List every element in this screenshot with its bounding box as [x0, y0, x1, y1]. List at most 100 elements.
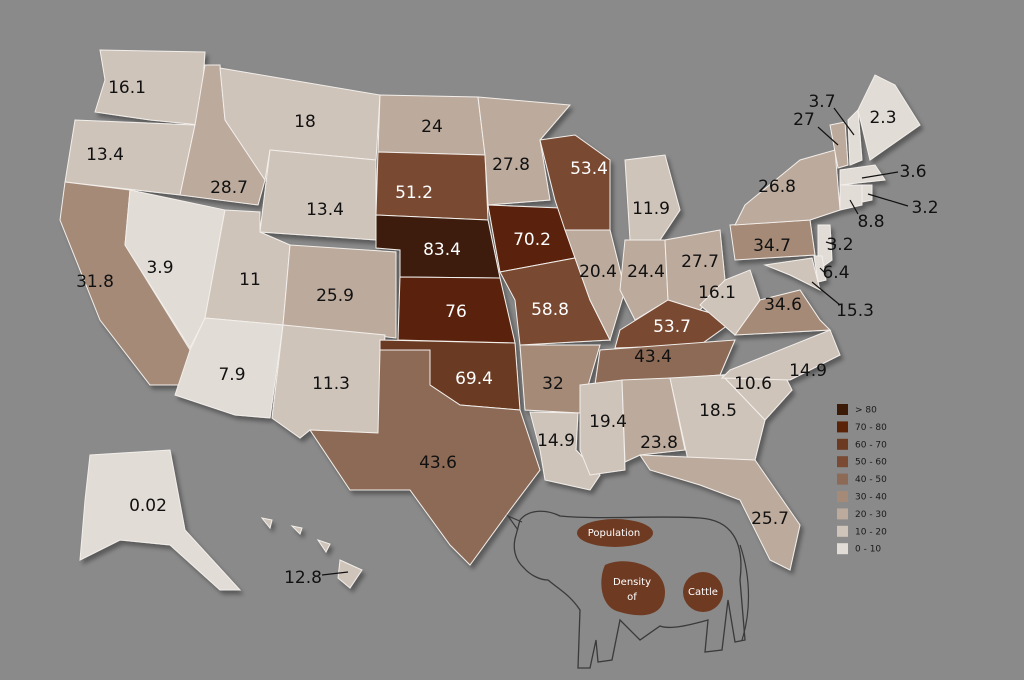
legend-swatch [837, 438, 848, 450]
legend-label: > 80 [855, 406, 877, 416]
state-value: 69.4 [455, 369, 493, 389]
title-text: Population [588, 528, 641, 539]
state-value: 15.3 [836, 301, 874, 321]
state-value: 34.7 [753, 236, 791, 256]
leader-line [819, 267, 825, 273]
state-value: 8.8 [857, 212, 884, 232]
state-value: 11.9 [632, 199, 670, 219]
blob [577, 519, 653, 547]
state-value: 0.02 [129, 496, 167, 516]
state-value: 53.4 [570, 159, 608, 179]
leader-line [811, 281, 841, 306]
state [839, 164, 886, 186]
state-value: 27 [793, 110, 815, 130]
leader-line [825, 241, 837, 246]
legend-label: 20 - 30 [855, 510, 887, 520]
leader-line [849, 199, 859, 215]
legend-label: 40 - 50 [855, 475, 887, 485]
state-value: 34.6 [764, 295, 802, 315]
state [857, 74, 921, 161]
state-value: 3.2 [911, 198, 938, 218]
state-value: 32 [542, 374, 564, 394]
state-value: 43.4 [634, 347, 672, 367]
title-text: Density [613, 577, 651, 588]
state [282, 244, 397, 339]
state-value: 28.7 [210, 178, 248, 198]
legend-swatch [837, 543, 848, 555]
state-value: 24.4 [627, 262, 665, 282]
state-value: 24 [421, 117, 443, 137]
state [829, 121, 849, 169]
state-value: 19.4 [589, 412, 627, 432]
state [337, 559, 363, 589]
state-value: 3.7 [808, 92, 835, 112]
cow-outline [513, 510, 746, 669]
state-value: 25.9 [316, 286, 354, 306]
state-value: 13.4 [86, 145, 124, 165]
state-value: 2.3 [869, 108, 896, 128]
state-value: 11.3 [312, 374, 350, 394]
legend-swatch [837, 508, 848, 520]
cow: Population Density of Cattle [506, 510, 750, 669]
legend-swatch [837, 473, 848, 485]
state-value: 7.9 [218, 365, 245, 385]
blob [683, 572, 723, 612]
state-value: 3.9 [146, 258, 173, 278]
state-value: 70.2 [513, 230, 551, 250]
legend-label: 30 - 40 [855, 493, 887, 503]
state-value: 23.8 [640, 433, 678, 453]
state-value: 51.2 [395, 183, 433, 203]
state [79, 449, 242, 591]
cow-ear [506, 514, 523, 531]
state-value: 13.4 [306, 200, 344, 220]
state [64, 119, 196, 196]
state [763, 257, 821, 291]
legend-swatch [837, 456, 848, 468]
state-value: 6.4 [822, 263, 849, 283]
leader-line [867, 193, 909, 207]
states [59, 49, 921, 591]
state-value: 20.4 [579, 262, 617, 282]
state-value: 27.7 [681, 252, 719, 272]
state [624, 154, 681, 241]
legend-label: 60 - 70 [855, 440, 887, 450]
state-value: 31.8 [76, 272, 114, 292]
state-value: 83.4 [423, 240, 461, 260]
state-value: 18 [294, 112, 316, 132]
state [290, 525, 303, 535]
state [259, 149, 377, 241]
cow-tail [739, 544, 750, 641]
state-value: 3.6 [899, 162, 926, 182]
state [699, 269, 761, 336]
title-text: of [627, 592, 637, 603]
legend-label: 10 - 20 [855, 527, 887, 537]
state [669, 374, 766, 461]
state-value: 18.5 [699, 401, 737, 421]
leader-line [861, 171, 899, 179]
leader-line [321, 571, 349, 576]
legend: > 80 70 - 80 60 - 70 50 - 60 40 - 50 30 - 40 2… [837, 404, 887, 555]
state-value: 16.1 [698, 283, 736, 303]
state-value: 16.1 [108, 78, 146, 98]
state-value: 3.2 [826, 235, 853, 255]
state-value: 14.9 [789, 361, 827, 381]
state-value: 12.8 [284, 568, 322, 588]
labels: 16.1 13.4 31.8 3.9 28.7 18 13.4 11 25.9 7.9 11.3 24… [76, 78, 938, 588]
legend-label: 0 - 10 [855, 545, 881, 555]
state [621, 377, 686, 463]
state [847, 108, 863, 166]
legend-swatch [837, 404, 848, 415]
state-value: 76 [445, 302, 467, 322]
state [839, 184, 863, 211]
state [861, 184, 873, 203]
blob [601, 561, 665, 616]
state-value: 53.7 [653, 317, 691, 337]
legend-swatch [837, 491, 848, 502]
state [316, 539, 331, 553]
state [94, 49, 206, 126]
state [564, 229, 626, 342]
state-value: 11 [239, 270, 261, 290]
legend-label: 70 - 80 [855, 423, 887, 433]
